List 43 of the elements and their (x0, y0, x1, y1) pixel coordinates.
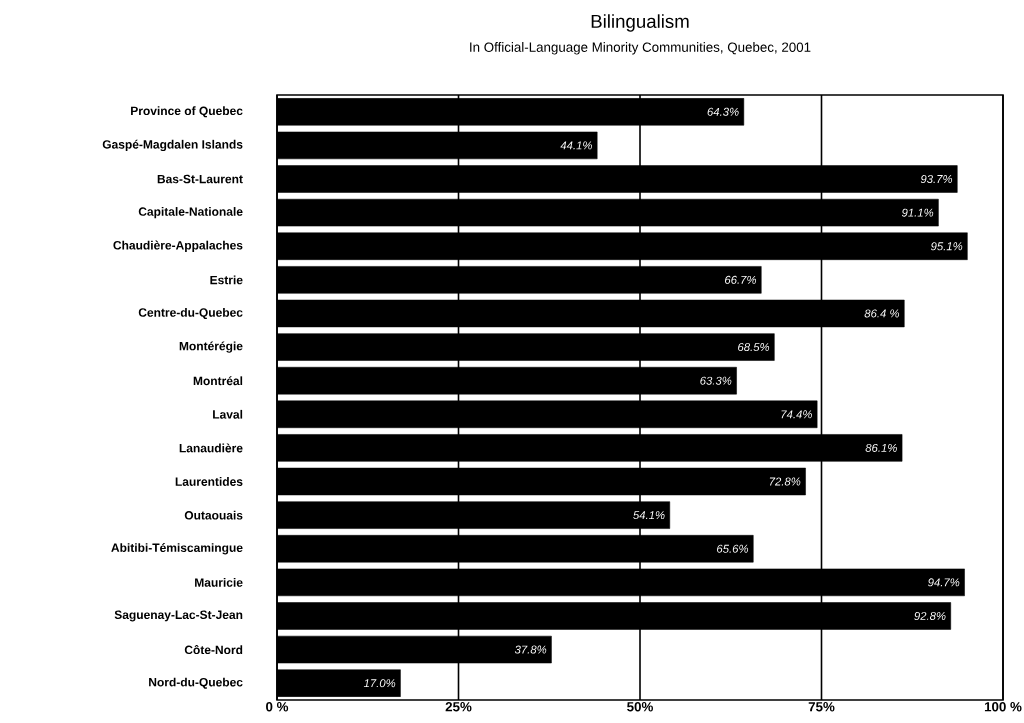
data-label: 68.5% (738, 343, 770, 352)
y-tick-label: Capitale-Nationale (138, 207, 243, 219)
data-label: 86.1% (865, 443, 897, 452)
y-tick-label: Laval (213, 409, 243, 419)
data-label: 64.3% (707, 107, 739, 116)
y-tick-label: Lanaudière (179, 443, 243, 453)
data-label: 95.1% (930, 242, 963, 251)
data-label: 93.7% (920, 175, 953, 184)
x-tick-label: 50% (627, 702, 653, 712)
y-tick-label: Outaouais (184, 510, 243, 520)
y-tick-label: Côte-Nord (184, 645, 243, 655)
y-tick-label: Centre-du-Quebec (138, 307, 243, 319)
data-label: 74.4% (781, 410, 812, 419)
x-tick-label: 100 % (984, 702, 1022, 712)
y-tick-label: Montérégie (179, 341, 243, 353)
x-tick-label: 75% (808, 702, 835, 712)
x-tick-label: 25% (445, 702, 472, 712)
data-label: 17.0% (363, 679, 396, 688)
data-label: 92.8% (914, 611, 946, 620)
data-label: 86.4 % (864, 309, 900, 318)
y-tick-label: Nord-du-Quebec (149, 677, 243, 689)
data-label: 44.1% (560, 141, 592, 150)
data-label: 65.6% (717, 544, 749, 553)
chart-title: Bilingualism (591, 14, 689, 32)
data-label: 37.8% (514, 645, 547, 654)
y-tick-label: Estrie (210, 275, 243, 285)
y-tick-label: Gaspé-Magdalen Islands (102, 139, 243, 152)
data-label: 54.1% (633, 511, 665, 520)
data-label: 72.8% (769, 477, 801, 486)
data-label: 94.7% (928, 578, 960, 587)
data-label: 66.7% (725, 275, 757, 284)
y-tick-label: Montréal (193, 376, 243, 386)
y-tick-label: Laurentides (175, 477, 243, 486)
chart-subtitle: In Official-Language Minority Communities, Quebec, 2001 (470, 42, 811, 55)
data-label: 63.3% (700, 376, 732, 385)
x-tick-label: 0 % (266, 702, 289, 712)
y-tick-label: Saguenay-Lac-St-Jean (114, 610, 243, 622)
data-label: 91.1% (901, 208, 934, 217)
y-tick-label: Abitibi-Témiscamingue (111, 543, 243, 555)
y-tick-label: Mauricie (195, 577, 243, 587)
y-tick-label: Chaudière-Appalaches (113, 240, 243, 252)
y-tick-label: Province of Quebec (131, 106, 243, 118)
y-tick-label: Bas-St-Laurent (157, 174, 243, 184)
